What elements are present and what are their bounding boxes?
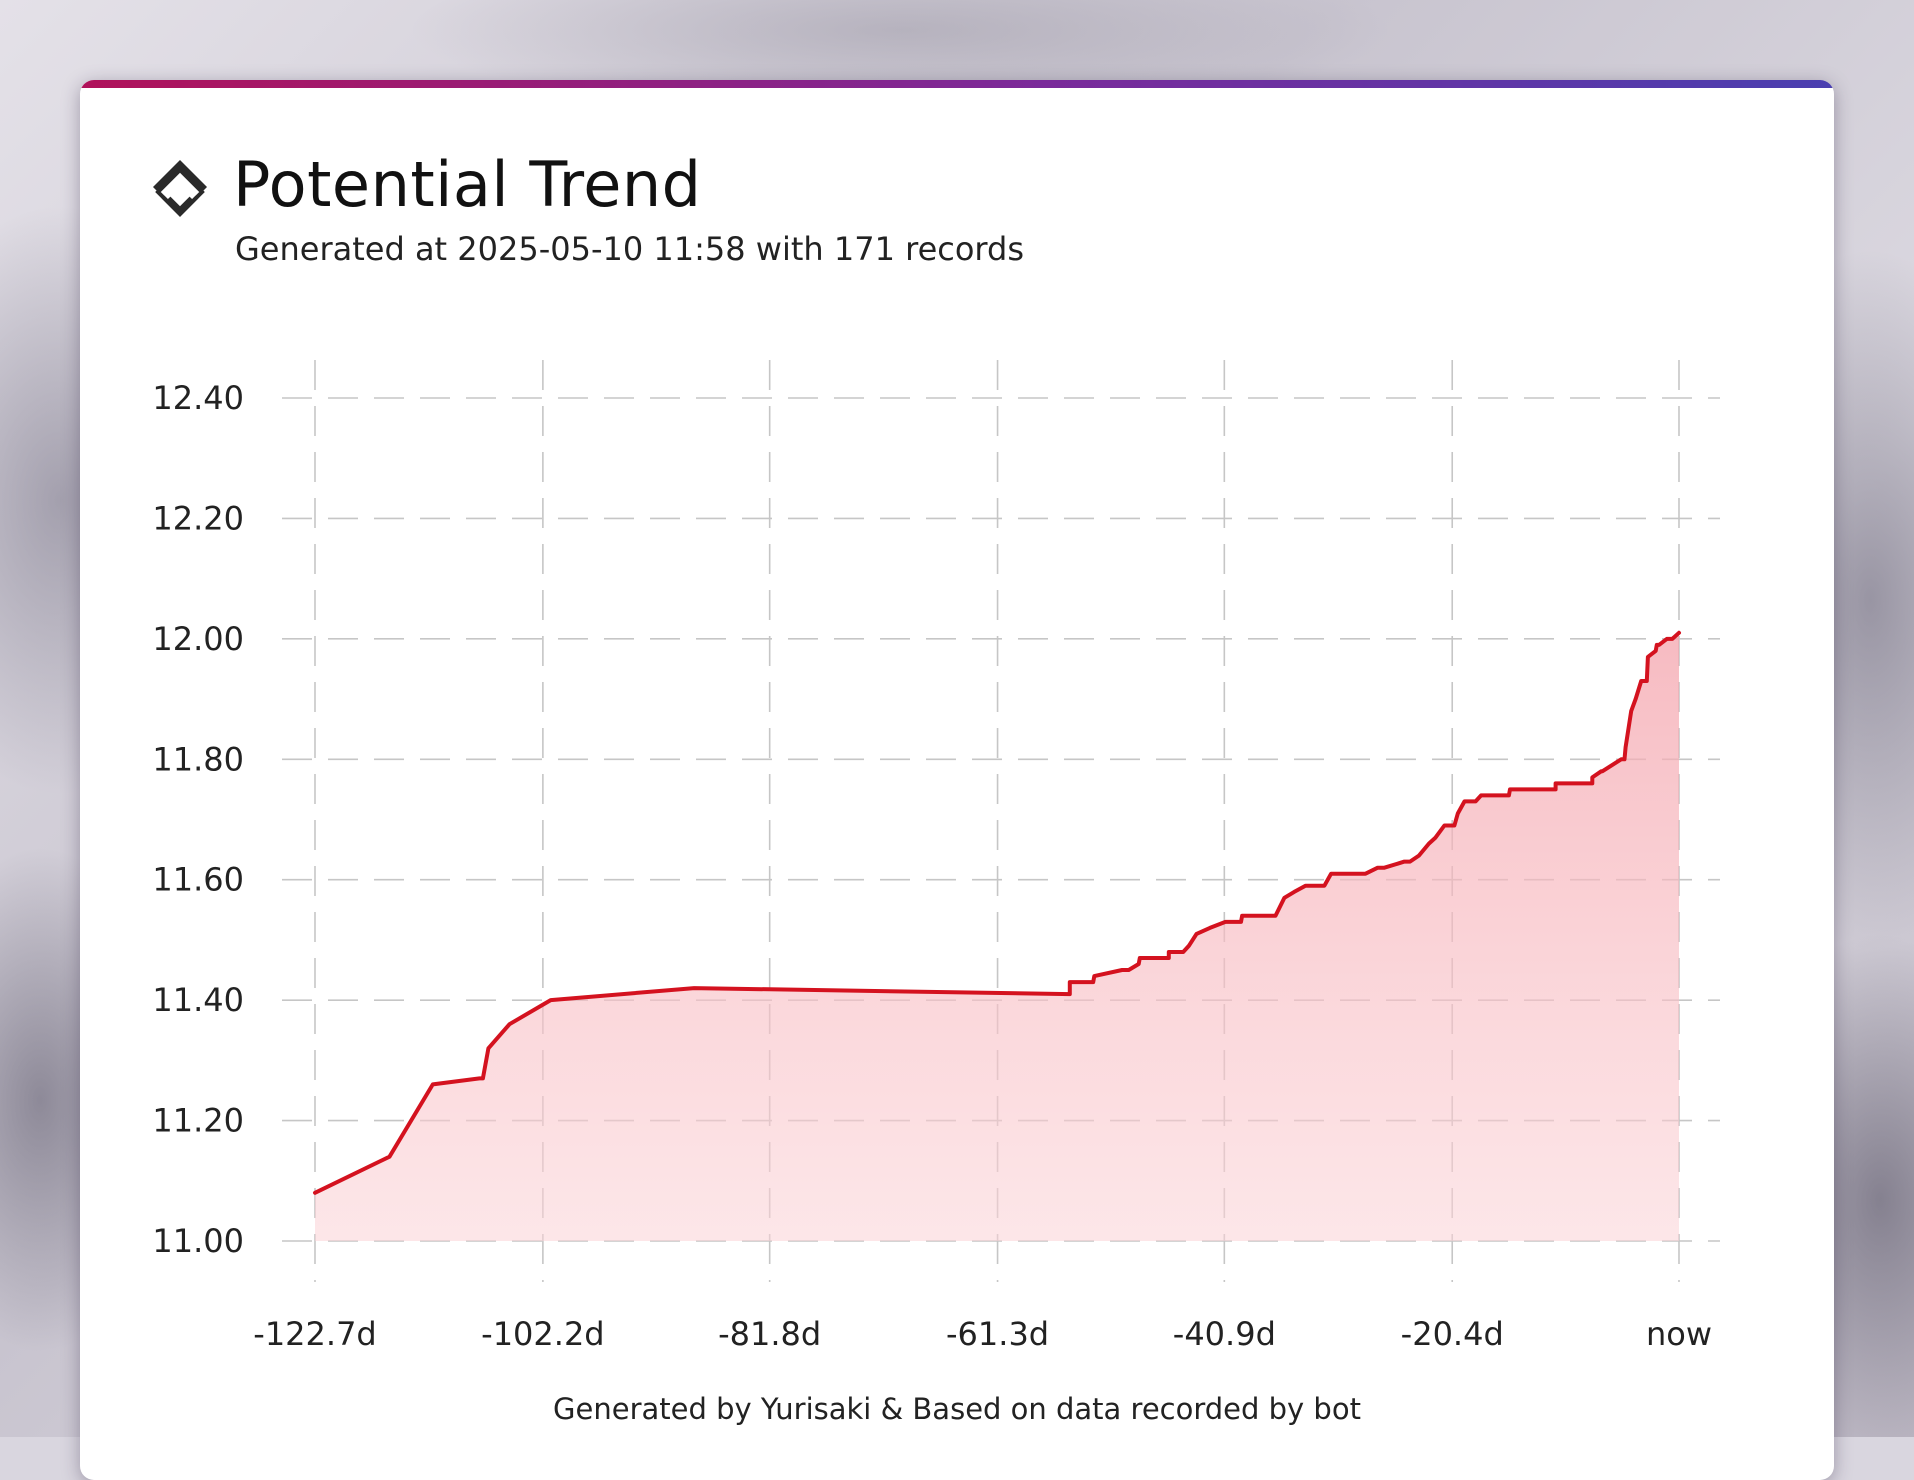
page-title: Potential Trend	[233, 148, 702, 221]
page-subtitle: Generated at 2025-05-10 11:58 with 171 r…	[235, 230, 1024, 268]
card-accent-bar	[80, 80, 1834, 88]
potential-chevrons-icon	[153, 160, 207, 217]
chart-card: Potential Trend Generated at 2025-05-10 …	[80, 80, 1834, 1480]
footer-credit: Generated by Yurisaki & Based on data re…	[553, 1392, 1361, 1426]
